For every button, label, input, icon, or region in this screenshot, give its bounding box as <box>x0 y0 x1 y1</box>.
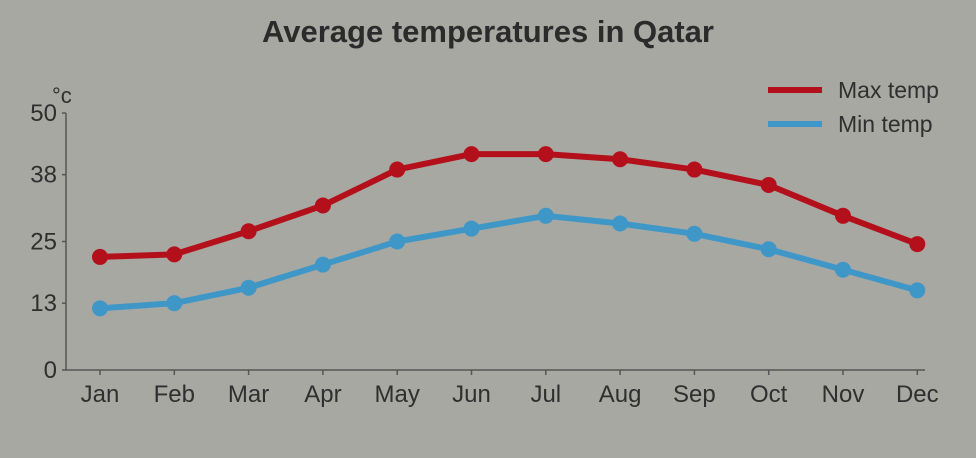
y-tick-label: 0 <box>44 357 57 384</box>
max-temp-point <box>92 248 108 265</box>
max-temp-point <box>612 151 629 168</box>
x-tick-label: Jan <box>81 381 120 408</box>
x-tick-label: Sep <box>673 381 716 408</box>
x-tick-label: May <box>375 381 420 408</box>
min-temp-point <box>909 282 926 299</box>
max-temp-point <box>314 197 331 214</box>
y-tick-labels: 50 38 25 13 0 <box>30 100 66 384</box>
x-tick-label: Oct <box>750 381 788 408</box>
x-tick-labels: Jan Feb Mar Apr May Jun Jul Aug Sep Oct Nov Dec <box>81 370 939 408</box>
max-temp-line <box>97 151 921 260</box>
x-tick-label: Aug <box>599 381 642 408</box>
x-tick-label: Dec <box>896 381 939 408</box>
min-temp-point <box>389 233 406 250</box>
y-tick-label: 50 <box>30 100 57 127</box>
max-temp-point <box>760 176 777 193</box>
min-temp-point <box>463 220 480 237</box>
max-temp-point <box>240 223 257 240</box>
x-tick-label: Jul <box>530 381 561 408</box>
y-axis-unit-label: °c <box>52 83 72 108</box>
y-tick-label: 38 <box>30 162 57 189</box>
max-temp-point <box>166 246 183 263</box>
series-group <box>92 146 926 317</box>
legend-label-min-temp: Min temp <box>838 111 933 137</box>
min-temp-point <box>537 207 554 224</box>
min-temp-point <box>314 256 331 273</box>
min-temp-point <box>835 261 851 278</box>
min-temp-point <box>166 295 183 312</box>
max-temp-point <box>909 236 926 253</box>
min-temp-point <box>92 300 108 317</box>
min-temp-point <box>240 279 257 296</box>
y-tick-label: 25 <box>30 229 57 256</box>
max-temp-point <box>463 146 480 163</box>
max-temp-point <box>537 146 554 163</box>
x-tick-label: Mar <box>228 381 269 408</box>
x-tick-label: Feb <box>154 381 195 408</box>
y-tick-label: 13 <box>30 290 57 317</box>
x-tick-label: Nov <box>822 381 865 408</box>
x-tick-label: Apr <box>304 381 341 408</box>
min-temp-point <box>686 225 703 242</box>
chart-title: Average temperatures in Qatar <box>262 14 714 49</box>
legend: Max temp Min temp <box>768 77 939 137</box>
min-temp-line <box>97 212 921 312</box>
max-temp-point <box>835 207 851 224</box>
max-temp-point <box>389 161 406 178</box>
max-temp-point <box>686 161 703 178</box>
x-tick-label: Jun <box>452 381 491 408</box>
legend-label-max-temp: Max temp <box>838 77 939 103</box>
min-temp-point <box>760 241 777 258</box>
min-temp-point <box>612 215 629 232</box>
